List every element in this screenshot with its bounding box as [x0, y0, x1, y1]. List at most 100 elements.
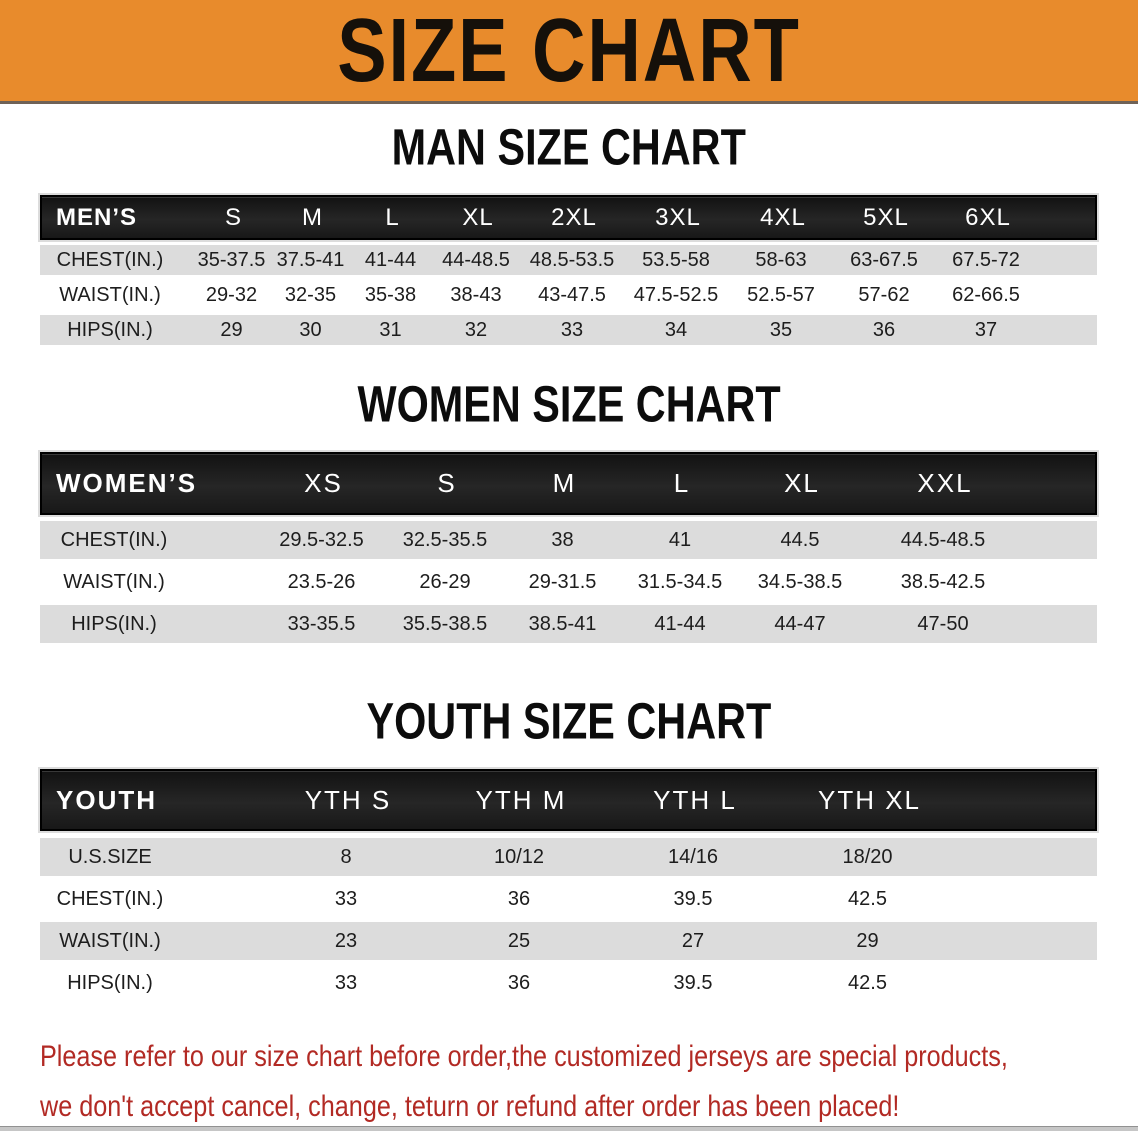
row-label: HIPS(IN.): [67, 971, 153, 994]
youth-size-chart-heading: YOUTH SIZE CHART: [0, 692, 1138, 750]
size-value-cell: 57-62: [858, 283, 910, 306]
size-value-cell: M: [302, 203, 323, 231]
table-row: WAIST(IN.) 29-32 32-35 35-38 38-43 43-47.5 47.…: [40, 280, 1097, 310]
table-row: WAIST(IN.) 23.5-26 26-29 29-31.5 31.5-34.5 34…: [40, 563, 1097, 601]
size-value-cell: 38.5-42.5: [900, 570, 986, 593]
size-value-cell: M: [552, 468, 577, 498]
women-size-chart-heading: WOMEN SIZE CHART: [0, 375, 1138, 433]
size-value-cell: YTH XL: [817, 784, 922, 815]
order-notice: Please refer to our size chart before or…: [40, 1032, 1100, 1132]
table-row: WAIST(IN.) 23 25 27 29: [40, 922, 1097, 960]
size-value-cell: 44.5: [780, 528, 820, 551]
row-label: WAIST(IN.): [63, 570, 165, 593]
man-size-chart-heading: MAN SIZE CHART: [0, 118, 1138, 176]
row-label: HIPS(IN.): [71, 612, 157, 635]
size-value-cell: 23.5-26: [287, 570, 356, 593]
size-value-cell: 10/12: [493, 845, 545, 868]
size-value-cell: 36: [872, 318, 896, 341]
table-header-row: YOUTH YTH S YTH M YTH L YTH XL: [40, 769, 1097, 831]
size-value-cell: 42.5: [848, 971, 887, 994]
notice-line-1: Please refer to our size chart before or…: [40, 1040, 1008, 1073]
size-value-cell: 31.5-34.5: [637, 570, 723, 593]
size-value-cell: 36: [507, 887, 531, 910]
size-value-cell: YTH S: [304, 784, 392, 815]
size-value-cell: 38-43: [450, 283, 502, 306]
size-value-cell: 6XL: [965, 203, 1011, 231]
table-row: CHEST(IN.) 29.5-32.5 32.5-35.5 38 41 44.5 44.5…: [40, 521, 1097, 559]
size-value-cell: 4XL: [760, 203, 806, 231]
size-value-cell: 42.5: [848, 887, 887, 910]
table-row: HIPS(IN.) 33-35.5 35.5-38.5 38.5-41 41-44 44-…: [40, 605, 1097, 643]
size-value-cell: YTH M: [475, 784, 567, 815]
bottom-rule: [0, 1126, 1138, 1131]
size-value-cell: 39.5: [673, 887, 713, 910]
size-value-cell: 33-35.5: [287, 612, 356, 635]
size-value-cell: 41: [668, 528, 692, 551]
women-size-table: WOMEN’S XS S M L XL XXL CHEST(IN.) 29.5-32.5 32.5…: [40, 452, 1097, 647]
size-value-cell: 32.5-35.5: [402, 528, 488, 551]
size-value-cell: 25: [507, 929, 531, 952]
size-value-cell: 30: [299, 318, 322, 341]
size-value-cell: 26-29: [419, 570, 471, 593]
table-row: CHEST(IN.) 33 36 39.5 42.5: [40, 880, 1097, 918]
notice-line-2: we don't accept cancel, change, teturn o…: [40, 1090, 900, 1123]
size-value-cell: 31: [379, 318, 402, 341]
row-label: MEN’S: [56, 203, 138, 231]
size-value-cell: 34.5-38.5: [757, 570, 843, 593]
size-value-cell: 43-47.5: [538, 283, 606, 306]
size-value-cell: 33: [334, 971, 358, 994]
size-value-cell: XXL: [917, 468, 973, 498]
size-value-cell: 52.5-57: [747, 283, 815, 306]
table-header-row: MEN’S S M L XL 2XL 3XL 4XL 5XL 6XL: [40, 195, 1097, 240]
size-value-cell: 63-67.5: [850, 248, 918, 271]
size-value-cell: 32-35: [284, 283, 337, 306]
size-value-cell: 18/20: [842, 845, 893, 868]
size-value-cell: 62-66.5: [952, 283, 1020, 306]
table-row: HIPS(IN.) 33 36 39.5 42.5: [40, 964, 1097, 1002]
size-value-cell: YTH L: [653, 784, 737, 815]
row-label: YOUTH: [56, 784, 157, 815]
table-row: CHEST(IN.) 35-37.5 37.5-41 41-44 44-48.5 48.5…: [40, 245, 1097, 275]
size-value-cell: 35.5-38.5: [402, 612, 488, 635]
size-value-cell: 35-38: [364, 283, 417, 306]
size-value-cell: 38.5-41: [528, 612, 597, 635]
size-value-cell: 29.5-32.5: [279, 528, 364, 551]
size-value-cell: 32: [464, 318, 488, 341]
men-size-table: MEN’S S M L XL 2XL 3XL 4XL 5XL 6XL CHEST(IN.) 35-37…: [40, 195, 1097, 350]
size-value-cell: 8: [340, 845, 352, 868]
size-value-cell: 67.5-72: [952, 248, 1020, 271]
size-value-cell: 58-63: [755, 248, 807, 271]
size-value-cell: XL: [784, 468, 820, 498]
size-value-cell: 14/16: [667, 845, 719, 868]
size-value-cell: 34: [664, 318, 688, 341]
size-value-cell: 38: [551, 528, 574, 551]
size-value-cell: 44.5-48.5: [900, 528, 986, 551]
size-value-cell: 3XL: [655, 203, 701, 231]
size-value-cell: 29-32: [205, 283, 258, 306]
row-label: WAIST(IN.): [59, 929, 161, 952]
size-value-cell: XL: [462, 203, 494, 231]
man-size-chart-heading-text: MAN SIZE CHART: [391, 118, 747, 176]
table-row: U.S.SIZE 8 10/12 14/16 18/20: [40, 838, 1097, 876]
size-value-cell: 37: [974, 318, 998, 341]
size-value-cell: 41-44: [364, 248, 417, 271]
size-value-cell: 44-48.5: [442, 248, 510, 271]
size-value-cell: 37.5-41: [276, 248, 345, 271]
row-label: WAIST(IN.): [59, 283, 161, 306]
banner-title: SIZE CHART: [337, 0, 801, 101]
size-value-cell: 5XL: [863, 203, 909, 231]
size-value-cell: 36: [507, 971, 531, 994]
row-label: CHEST(IN.): [60, 528, 168, 551]
size-value-cell: 33: [560, 318, 584, 341]
size-value-cell: 47.5-52.5: [633, 283, 719, 306]
size-value-cell: 48.5-53.5: [529, 248, 615, 271]
row-label: CHEST(IN.): [56, 248, 164, 271]
size-value-cell: 39.5: [673, 971, 713, 994]
table-row: HIPS(IN.) 29 30 31 32 33 34 35 36 37: [40, 315, 1097, 345]
size-value-cell: 35: [769, 318, 793, 341]
size-value-cell: S: [437, 468, 457, 498]
size-value-cell: 53.5-58: [642, 248, 710, 271]
size-value-cell: 47-50: [917, 612, 969, 635]
size-value-cell: 41-44: [654, 612, 706, 635]
